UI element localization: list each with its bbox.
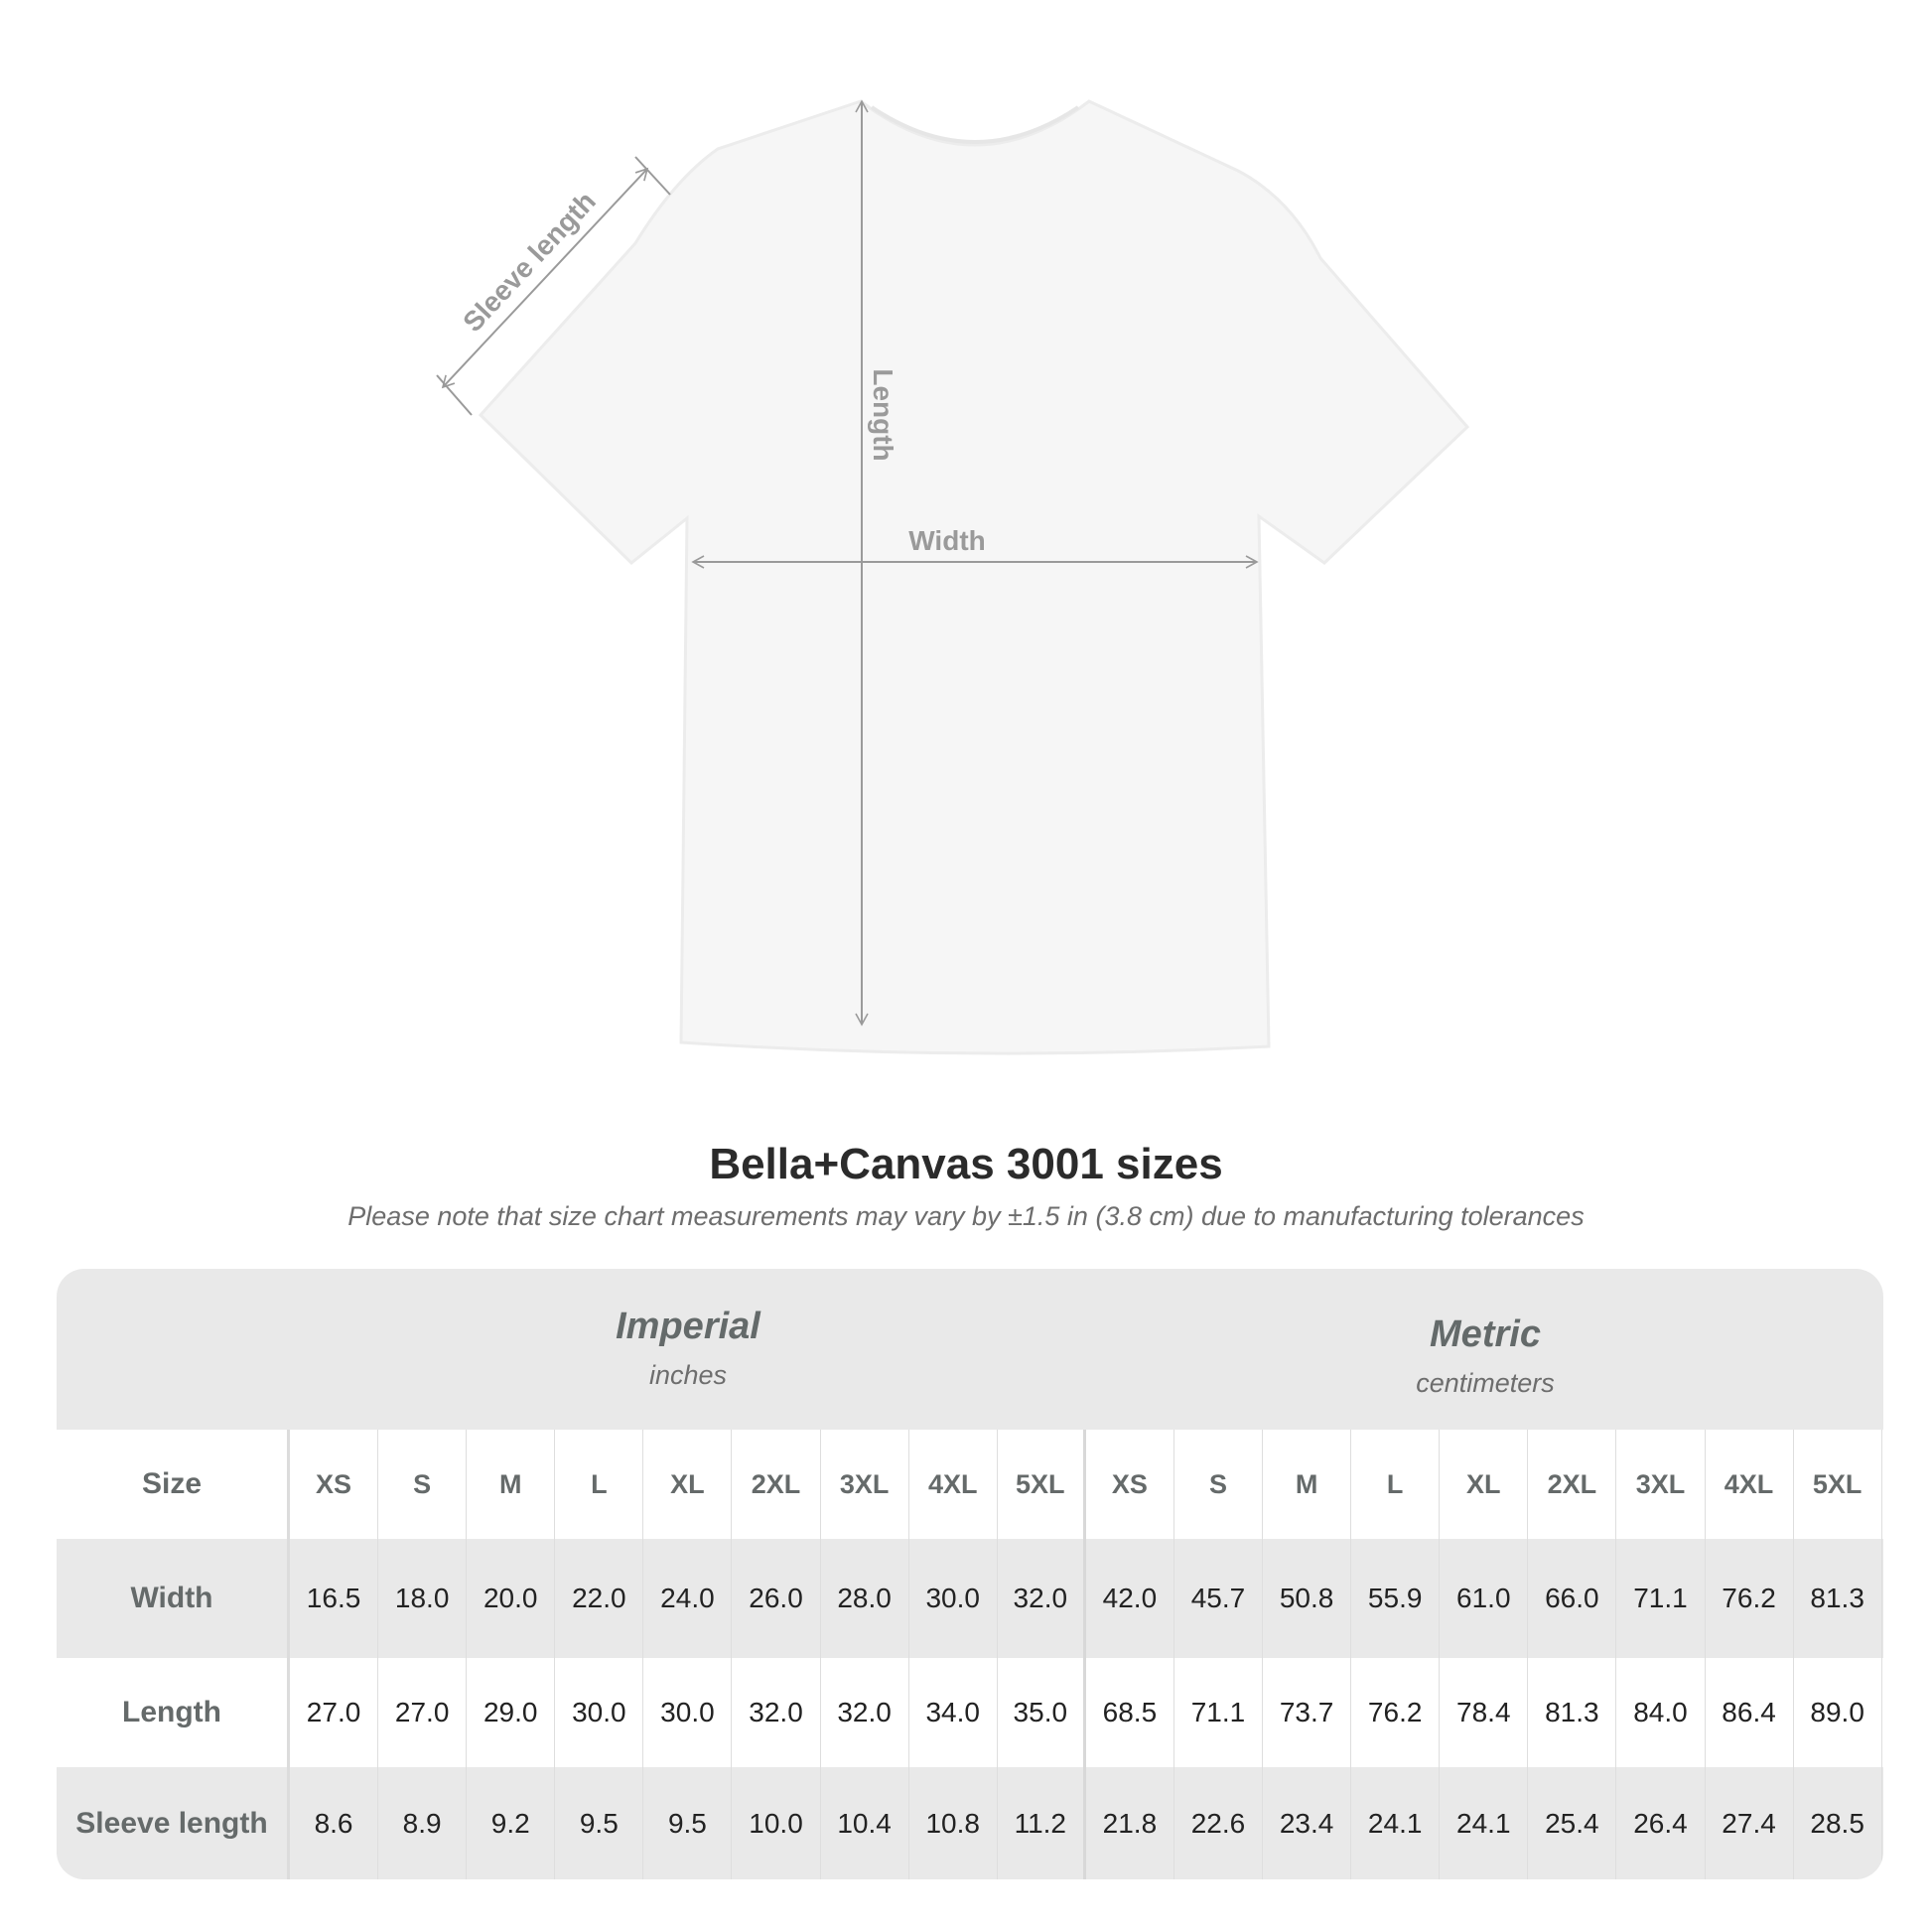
- size-header-cell: L: [1351, 1430, 1441, 1539]
- metric-heading: Metric: [1430, 1313, 1541, 1355]
- table-row: Width 16.5 18.0 20.0 22.0 24.0 26.0 28.0 30.0 32.…: [57, 1539, 1883, 1658]
- size-header-cell: L: [555, 1430, 644, 1539]
- metric-value-cell: 84.0: [1616, 1658, 1706, 1767]
- imperial-value-cell: 11.2: [998, 1767, 1086, 1879]
- metric-unit: centimeters: [1416, 1368, 1555, 1398]
- row-label: Size: [57, 1430, 290, 1539]
- metric-value-cell: 24.1: [1351, 1767, 1441, 1879]
- imperial-value-cell: 8.9: [378, 1767, 468, 1879]
- imperial-value-cell: 29.0: [467, 1658, 556, 1767]
- imperial-value-cell: 34.0: [909, 1658, 998, 1767]
- metric-value-cell: 25.4: [1528, 1767, 1617, 1879]
- page-title: Bella+Canvas 3001 sizes: [709, 1140, 1223, 1188]
- imperial-value-cell: 32.0: [732, 1658, 821, 1767]
- size-header-cell: XS: [290, 1430, 379, 1539]
- size-header-cell: 5XL: [1794, 1430, 1882, 1539]
- sleeve-measure-line: [441, 167, 649, 389]
- metric-value-cell: 22.6: [1174, 1767, 1264, 1879]
- size-header-cell: S: [1174, 1430, 1264, 1539]
- size-header-cell: M: [1263, 1430, 1352, 1539]
- imperial-value-cell: 8.6: [290, 1767, 379, 1879]
- metric-value-cell: 76.2: [1351, 1658, 1441, 1767]
- size-header-cell: XL: [643, 1430, 733, 1539]
- size-header-cell: 4XL: [1706, 1430, 1794, 1539]
- row-label: Length: [57, 1658, 290, 1767]
- row-label: Sleeve length: [57, 1767, 290, 1879]
- size-header-cell: M: [467, 1430, 556, 1539]
- metric-value-cell: 55.9: [1351, 1539, 1441, 1658]
- imperial-value-cell: 28.0: [821, 1539, 909, 1658]
- imperial-value-cell: 35.0: [998, 1658, 1086, 1767]
- metric-value-cell: 86.4: [1706, 1658, 1794, 1767]
- imperial-heading: Imperial: [616, 1306, 760, 1347]
- metric-value-cell: 81.3: [1528, 1658, 1617, 1767]
- metric-value-cell: 24.1: [1440, 1767, 1529, 1879]
- metric-value-cell: 81.3: [1794, 1539, 1882, 1658]
- metric-value-cell: 23.4: [1263, 1767, 1352, 1879]
- tshirt-diagram: Width Length Sleeve length: [436, 99, 1470, 1055]
- length-label: Length: [868, 368, 898, 461]
- imperial-value-cell: 22.0: [555, 1539, 644, 1658]
- size-header-cell: 2XL: [1528, 1430, 1617, 1539]
- metric-value-cell: 61.0: [1440, 1539, 1529, 1658]
- imperial-value-cell: 24.0: [643, 1539, 733, 1658]
- imperial-value-cell: 32.0: [821, 1658, 909, 1767]
- size-header-cell: 2XL: [732, 1430, 821, 1539]
- imperial-value-cell: 20.0: [467, 1539, 556, 1658]
- metric-header: Metric centimeters: [1087, 1277, 1883, 1438]
- metric-value-cell: 28.5: [1794, 1767, 1882, 1879]
- imperial-value-cell: 10.4: [821, 1767, 909, 1879]
- metric-value-cell: 21.8: [1086, 1767, 1174, 1879]
- size-header-cell: 3XL: [1616, 1430, 1706, 1539]
- imperial-value-cell: 32.0: [998, 1539, 1086, 1658]
- imperial-value-cell: 18.0: [378, 1539, 468, 1658]
- metric-value-cell: 45.7: [1174, 1539, 1264, 1658]
- metric-value-cell: 71.1: [1174, 1658, 1264, 1767]
- size-table: Imperial inches Metric centimeters Size X…: [57, 1269, 1883, 1879]
- metric-value-cell: 71.1: [1616, 1539, 1706, 1658]
- tshirt-shape: [478, 99, 1470, 1055]
- imperial-value-cell: 30.0: [909, 1539, 998, 1658]
- size-header-row: Size XS S M L XL 2XL 3XL 4XL 5XL XS S M L XL 2XL 3XL 4XL 5…: [57, 1430, 1883, 1539]
- metric-value-cell: 26.4: [1616, 1767, 1706, 1879]
- metric-value-cell: 78.4: [1440, 1658, 1529, 1767]
- metric-value-cell: 73.7: [1263, 1658, 1352, 1767]
- width-label: Width: [908, 525, 986, 556]
- row-label: Width: [57, 1539, 290, 1658]
- imperial-value-cell: 26.0: [732, 1539, 821, 1658]
- size-header-cell: 5XL: [998, 1430, 1086, 1539]
- size-header-cell: XL: [1440, 1430, 1529, 1539]
- size-header-cell: XS: [1086, 1430, 1174, 1539]
- imperial-value-cell: 27.0: [378, 1658, 468, 1767]
- imperial-value-cell: 10.8: [909, 1767, 998, 1879]
- table-row: Sleeve length 8.6 8.9 9.2 9.5 9.5 10.0 10.4 10.8…: [57, 1767, 1883, 1879]
- imperial-value-cell: 16.5: [290, 1539, 379, 1658]
- imperial-value-cell: 10.0: [732, 1767, 821, 1879]
- tolerance-note: Please note that size chart measurements…: [347, 1201, 1585, 1231]
- metric-value-cell: 27.4: [1706, 1767, 1794, 1879]
- metric-value-cell: 76.2: [1706, 1539, 1794, 1658]
- size-header-cell: 4XL: [909, 1430, 998, 1539]
- table-row: Length 27.0 27.0 29.0 30.0 30.0 32.0 32.0 34.0 35…: [57, 1658, 1883, 1767]
- imperial-value-cell: 9.5: [643, 1767, 733, 1879]
- metric-value-cell: 68.5: [1086, 1658, 1174, 1767]
- size-header-cell: 3XL: [821, 1430, 909, 1539]
- imperial-header: Imperial inches: [290, 1269, 1086, 1430]
- imperial-unit: inches: [648, 1360, 728, 1390]
- metric-value-cell: 89.0: [1794, 1658, 1882, 1767]
- metric-value-cell: 50.8: [1263, 1539, 1352, 1658]
- imperial-value-cell: 30.0: [643, 1658, 733, 1767]
- imperial-value-cell: 30.0: [555, 1658, 644, 1767]
- metric-value-cell: 66.0: [1528, 1539, 1617, 1658]
- imperial-value-cell: 9.5: [555, 1767, 644, 1879]
- size-header-cell: S: [378, 1430, 468, 1539]
- metric-value-cell: 42.0: [1086, 1539, 1174, 1658]
- imperial-value-cell: 27.0: [290, 1658, 379, 1767]
- imperial-value-cell: 9.2: [467, 1767, 556, 1879]
